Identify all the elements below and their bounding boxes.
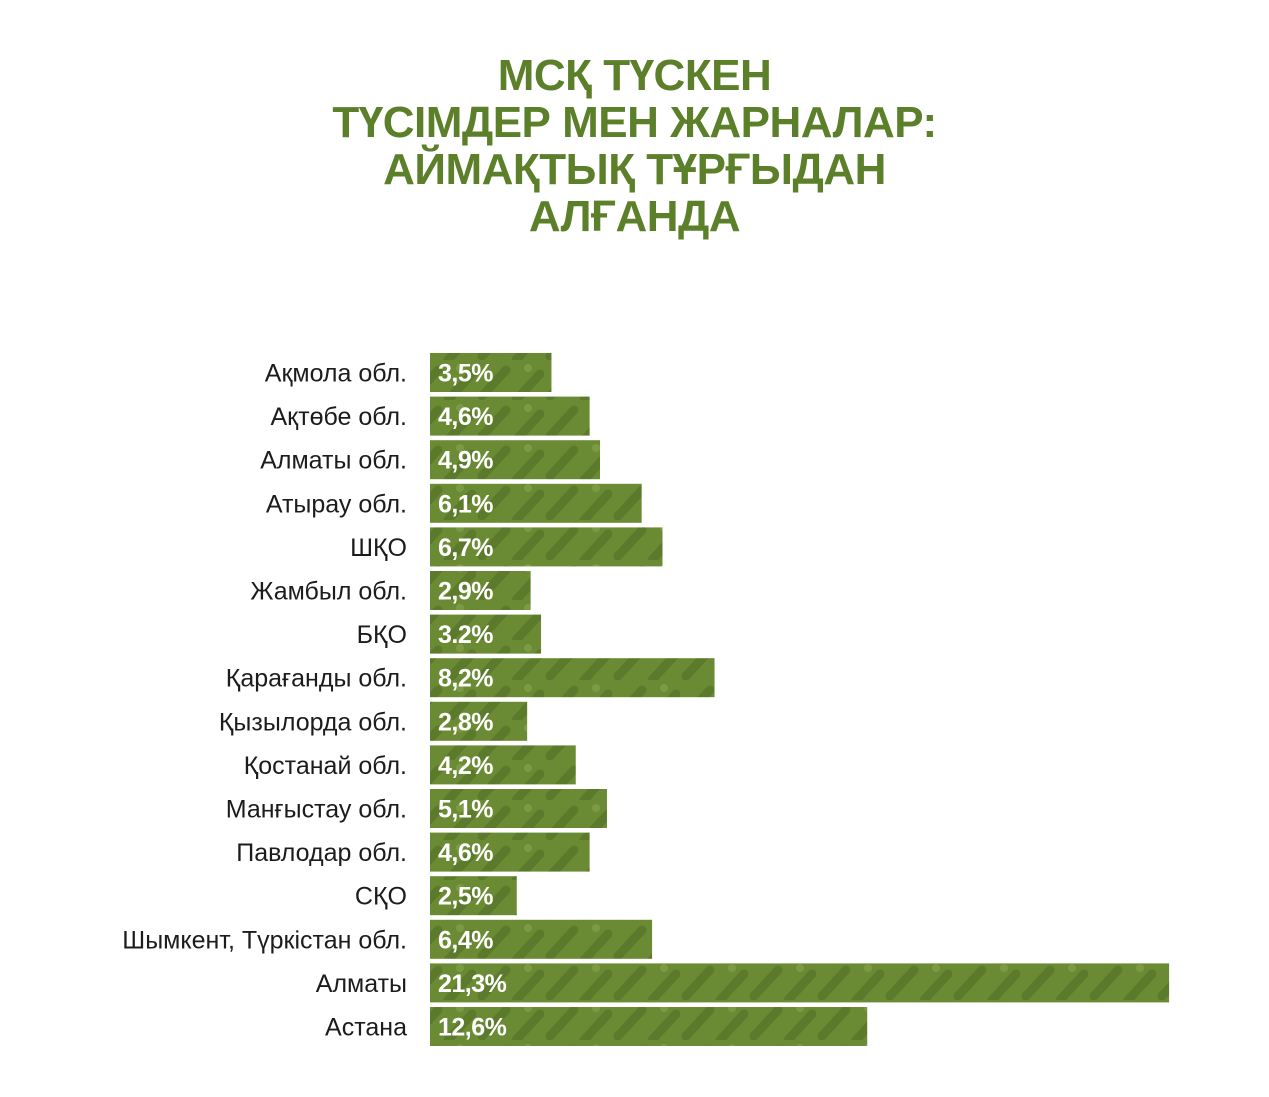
chart-title-line-3: АЙМАҚТЫҚ ТҰРҒЫДАН [383,145,886,194]
category-label: Атырау обл. [266,490,407,518]
value-label: 8,2% [438,665,493,693]
value-label: 2,8% [438,708,493,736]
value-label: 4,2% [438,752,493,780]
category-label: Алматы обл. [260,447,407,475]
bar [430,396,590,436]
category-label: СҚО [355,883,407,911]
bar [430,353,552,392]
chart-title-line-4: АЛҒАНДА [528,192,741,241]
value-label: 6,4% [438,926,493,954]
bar [430,745,576,785]
category-label: Павлодар обл. [236,839,407,867]
bar [430,919,653,959]
bar [430,701,528,741]
category-label: Қызылорда обл. [219,708,407,736]
value-label: 6,7% [438,534,493,562]
category-label: Шымкент, Түркістан обл. [122,926,407,954]
bar [430,571,531,610]
category-label: Астана [325,1014,407,1042]
value-label: 5,1% [438,796,493,824]
category-label: Жамбыл обл. [250,578,407,606]
value-label: 4,6% [438,403,493,431]
bar [430,614,542,654]
category-label: БҚО [357,621,407,649]
bar [430,483,642,523]
bar [430,876,517,916]
bar [430,832,590,872]
value-label: 4,6% [438,839,493,867]
value-label: 2,5% [438,883,493,911]
category-label: Ақмола обл. [265,360,407,388]
value-label: 12,6% [438,1014,507,1042]
chart-title-line-2: ТҮСІМДЕР МЕН ЖАРНАЛАР: [332,98,937,147]
value-label: 3,5% [438,360,493,388]
category-label: Ақтөбе обл. [271,403,408,431]
chart-title: МСҚ ТҮСКЕН ТҮСІМДЕР МЕН ЖАРНАЛАР: АЙМАҚТ… [0,52,1269,240]
chart-title-line-1: МСҚ ТҮСКЕН [497,51,772,100]
category-label: Қарағанды обл. [226,665,407,693]
bar [430,1007,868,1046]
bar [430,963,1170,1003]
bar [430,527,663,567]
value-label: 3.2% [438,621,493,649]
bars-layer: Ақмола обл. 3,5% Ақтөбе обл. 4,6% Алматы обл… [122,353,1170,1046]
value-label: 6,1% [438,490,493,518]
category-label: Алматы [316,970,407,998]
category-label: ШҚО [350,534,407,562]
category-label: Манғыстау обл. [226,796,407,824]
value-label: 21,3% [438,970,507,998]
bar [430,440,601,480]
value-label: 4,9% [438,447,493,475]
bar [430,789,607,828]
value-label: 2,9% [438,578,493,606]
category-label: Қостанай обл. [244,752,407,780]
bar [430,658,715,698]
